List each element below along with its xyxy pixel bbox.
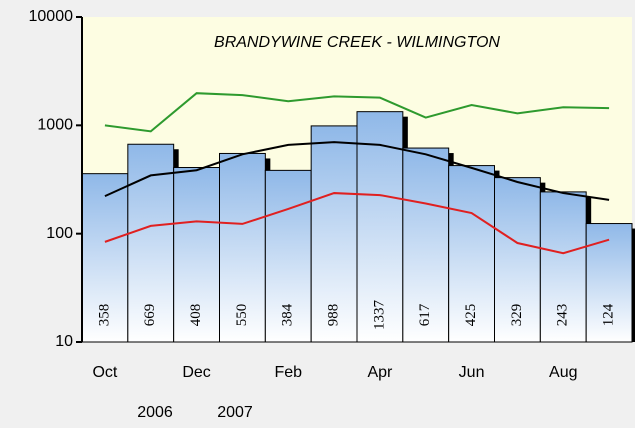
bar [494,177,541,343]
year-label: 2007 [217,404,253,421]
y-tick-label: 1000 [37,117,73,134]
value-label: 384 [280,303,296,326]
value-label: 358 [96,304,112,327]
x-tick-label: Dec [182,364,210,381]
year-label: 2006 [137,404,173,421]
bar [356,111,404,343]
chart-title: BRANDYWINE CREEK - WILMINGTON [214,34,500,51]
x-tick-label: Feb [274,364,302,381]
bar [173,167,221,343]
value-label: 617 [417,303,433,326]
x-tick-label: Jun [459,364,485,381]
value-label: 669 [142,304,158,327]
line [104,192,610,255]
y-tick-label: 10 [55,333,73,350]
line [104,141,610,201]
y-tick-label: 100 [46,225,73,242]
bar [402,147,450,343]
line [104,92,610,133]
y-tick-label: 10000 [29,8,74,25]
value-label: 124 [601,303,617,326]
value-label: 1337 [371,300,387,331]
x-tick-label: Apr [367,364,393,381]
value-label: 408 [188,304,204,327]
value-label: 425 [463,304,479,327]
value-label: 550 [234,304,250,327]
value-label: 243 [555,304,571,327]
value-label: 988 [326,304,342,327]
x-tick-label: Oct [92,364,117,381]
bar [219,152,266,343]
x-tick-label: Aug [549,364,577,381]
value-label: 329 [509,304,525,327]
